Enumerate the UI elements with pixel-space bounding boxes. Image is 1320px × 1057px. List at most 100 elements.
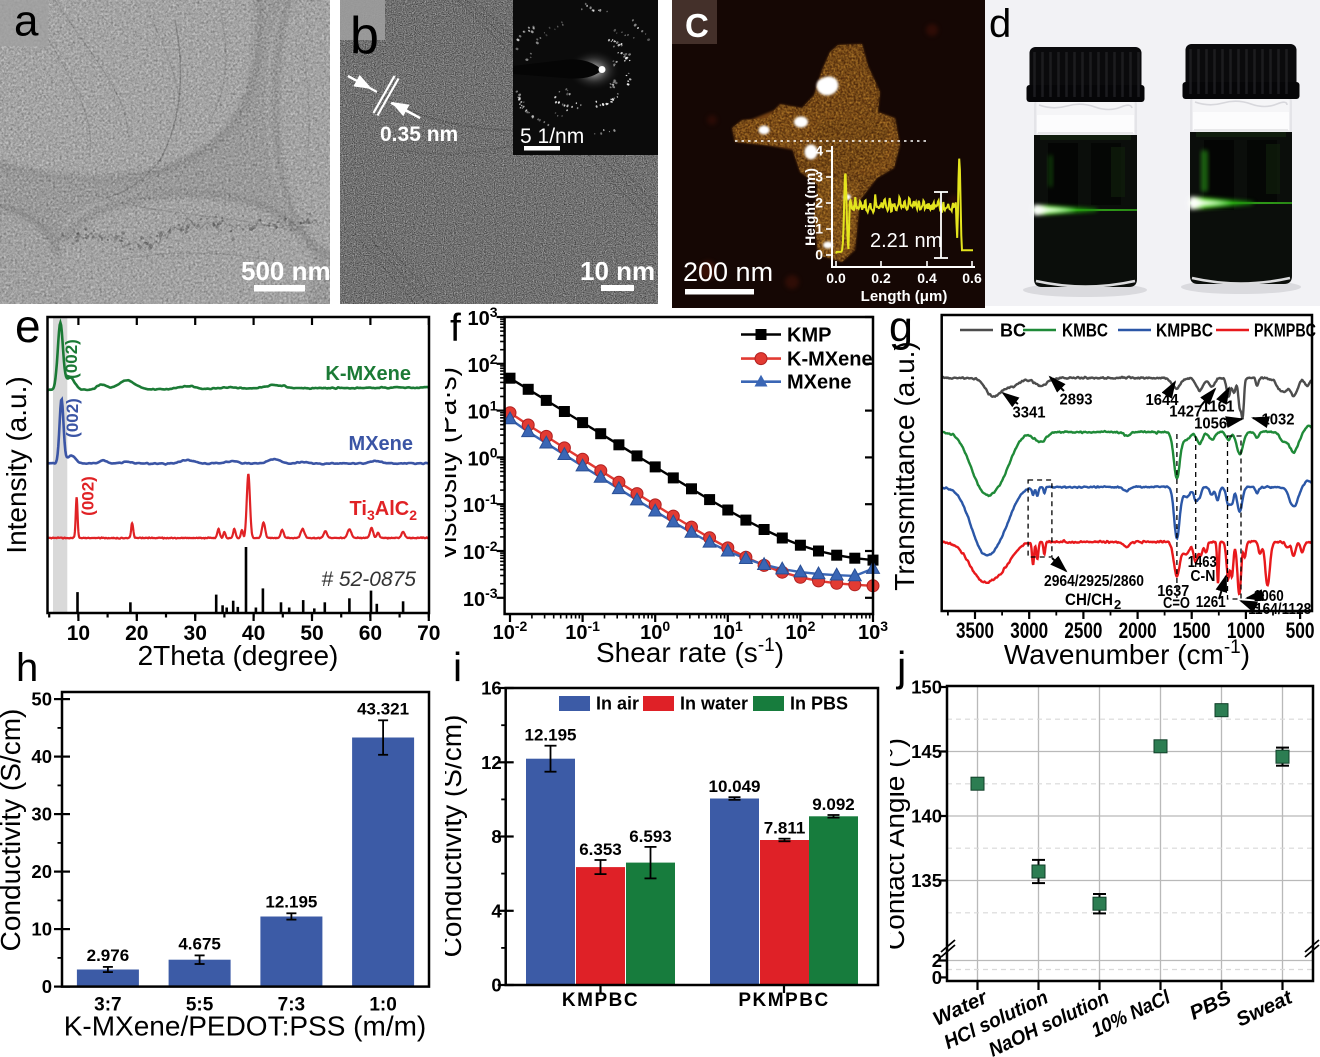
svg-text:30: 30 bbox=[184, 622, 207, 645]
svg-text:30: 30 bbox=[31, 804, 52, 825]
svg-text:101: 101 bbox=[468, 398, 498, 424]
svg-text:6.593: 6.593 bbox=[629, 827, 672, 846]
svg-text:KMPBC: KMPBC bbox=[562, 990, 639, 1011]
svg-text:5:5: 5:5 bbox=[186, 995, 214, 1016]
svg-text:0.0: 0.0 bbox=[826, 270, 846, 286]
svg-text:# 52-0875: # 52-0875 bbox=[321, 568, 416, 591]
svg-text:200 nm: 200 nm bbox=[683, 257, 773, 287]
svg-text:Conductivity (S/cm): Conductivity (S/cm) bbox=[445, 715, 467, 958]
svg-text:i: i bbox=[453, 644, 462, 690]
svg-text:1060: 1060 bbox=[1254, 588, 1284, 605]
svg-text:7:3: 7:3 bbox=[278, 995, 305, 1016]
svg-text:0.35 nm: 0.35 nm bbox=[380, 123, 458, 146]
svg-text:0: 0 bbox=[815, 247, 823, 263]
svg-text:8: 8 bbox=[491, 826, 501, 847]
svg-text:2000: 2000 bbox=[1119, 618, 1157, 643]
svg-text:1:0: 1:0 bbox=[369, 995, 396, 1016]
svg-text:50: 50 bbox=[300, 622, 323, 645]
svg-text:1463: 1463 bbox=[1188, 554, 1217, 571]
svg-text:Intensity (a.u.): Intensity (a.u.) bbox=[1, 376, 32, 553]
svg-text:In water: In water bbox=[680, 694, 748, 714]
svg-text:C-N: C-N bbox=[1190, 568, 1215, 585]
svg-text:1000: 1000 bbox=[1227, 618, 1265, 643]
svg-text:f: f bbox=[450, 307, 461, 350]
svg-text:12.195: 12.195 bbox=[265, 892, 317, 911]
svg-text:C=O: C=O bbox=[1163, 595, 1190, 612]
svg-text:1164/1128: 1164/1128 bbox=[1248, 601, 1311, 618]
svg-text:60: 60 bbox=[359, 622, 382, 645]
svg-text:0: 0 bbox=[491, 975, 501, 996]
svg-text:PKMPBC: PKMPBC bbox=[738, 990, 829, 1011]
svg-text:3000: 3000 bbox=[1010, 618, 1048, 643]
svg-text:0.2: 0.2 bbox=[871, 270, 891, 286]
svg-text:KMBC: KMBC bbox=[1062, 321, 1108, 341]
svg-text:0: 0 bbox=[932, 967, 942, 988]
svg-text:BC: BC bbox=[1000, 321, 1026, 341]
svg-text:In PBS: In PBS bbox=[790, 694, 848, 714]
svg-text:1032: 1032 bbox=[1262, 412, 1295, 429]
svg-text:1161: 1161 bbox=[1202, 399, 1235, 416]
svg-text:Length (μm): Length (μm) bbox=[861, 288, 948, 305]
svg-text:10-1: 10-1 bbox=[463, 491, 498, 517]
svg-text:KMPBC: KMPBC bbox=[1156, 321, 1213, 341]
svg-text:150: 150 bbox=[911, 680, 942, 698]
svg-text:1500: 1500 bbox=[1173, 618, 1211, 643]
svg-text:KMP: KMP bbox=[787, 325, 831, 347]
svg-text:2: 2 bbox=[932, 950, 942, 971]
svg-text:b: b bbox=[350, 7, 379, 65]
svg-text:70: 70 bbox=[417, 622, 440, 645]
svg-text:1644: 1644 bbox=[1146, 392, 1179, 409]
svg-text:Transmittance (a.u.): Transmittance (a.u.) bbox=[890, 341, 920, 590]
svg-text:Shear rate (s-1): Shear rate (s-1) bbox=[596, 635, 784, 668]
svg-text:K-MXene: K-MXene bbox=[787, 349, 873, 371]
svg-text:In air: In air bbox=[596, 694, 639, 714]
svg-text:2500: 2500 bbox=[1064, 618, 1102, 643]
svg-text:K-MXene/PEDOT:PSS (m/m): K-MXene/PEDOT:PSS (m/m) bbox=[64, 1011, 427, 1042]
svg-text:g: g bbox=[889, 303, 913, 351]
svg-text:2: 2 bbox=[815, 195, 823, 211]
svg-text:3: 3 bbox=[815, 169, 823, 185]
svg-text:10.049: 10.049 bbox=[709, 777, 761, 796]
svg-text:0.6: 0.6 bbox=[962, 270, 982, 286]
svg-text:4: 4 bbox=[491, 900, 502, 921]
svg-text:2.21 nm: 2.21 nm bbox=[870, 230, 942, 252]
svg-text:Contact Angle (°): Contact Angle (°) bbox=[890, 738, 910, 950]
svg-text:MXene: MXene bbox=[349, 433, 413, 455]
svg-text:d: d bbox=[989, 2, 1011, 46]
svg-text:2: 2 bbox=[1114, 597, 1121, 612]
svg-text:500 nm: 500 nm bbox=[241, 256, 330, 286]
svg-text:145: 145 bbox=[911, 741, 942, 762]
svg-text:43.321: 43.321 bbox=[357, 699, 409, 718]
svg-text:135: 135 bbox=[911, 870, 942, 891]
svg-text:MXene: MXene bbox=[787, 372, 851, 394]
svg-text:4: 4 bbox=[815, 143, 823, 159]
svg-text:0: 0 bbox=[42, 976, 52, 997]
svg-text:20: 20 bbox=[31, 861, 52, 882]
svg-text:Ti3AlC2: Ti3AlC2 bbox=[350, 498, 418, 523]
svg-text:12: 12 bbox=[481, 752, 502, 773]
svg-text:6.353: 6.353 bbox=[579, 840, 622, 859]
svg-text:4.675: 4.675 bbox=[178, 934, 221, 953]
svg-text:5 1/nm: 5 1/nm bbox=[520, 125, 584, 148]
svg-text:C: C bbox=[685, 7, 709, 44]
svg-text:12.195: 12.195 bbox=[525, 726, 577, 745]
svg-text:1427: 1427 bbox=[1169, 404, 1202, 421]
svg-text:140: 140 bbox=[911, 806, 942, 827]
svg-text:K-MXene: K-MXene bbox=[325, 363, 411, 385]
svg-text:a: a bbox=[14, 0, 39, 46]
svg-text:10: 10 bbox=[31, 919, 52, 940]
svg-text:2893: 2893 bbox=[1060, 392, 1093, 409]
svg-text:0.4: 0.4 bbox=[917, 270, 937, 286]
svg-text:40: 40 bbox=[31, 746, 52, 767]
svg-text:40: 40 bbox=[242, 622, 265, 645]
svg-text:2Theta (degree): 2Theta (degree) bbox=[138, 640, 339, 671]
svg-text:Height (nm): Height (nm) bbox=[802, 168, 818, 246]
svg-text:(002): (002) bbox=[79, 476, 98, 516]
svg-text:1637: 1637 bbox=[1157, 583, 1189, 600]
svg-text:3341: 3341 bbox=[1013, 405, 1046, 422]
svg-text:3:7: 3:7 bbox=[94, 995, 121, 1016]
svg-text:10 nm: 10 nm bbox=[580, 256, 655, 286]
svg-text:3500: 3500 bbox=[956, 618, 994, 643]
svg-text:500: 500 bbox=[1286, 618, 1315, 643]
svg-text:(002): (002) bbox=[63, 398, 82, 438]
